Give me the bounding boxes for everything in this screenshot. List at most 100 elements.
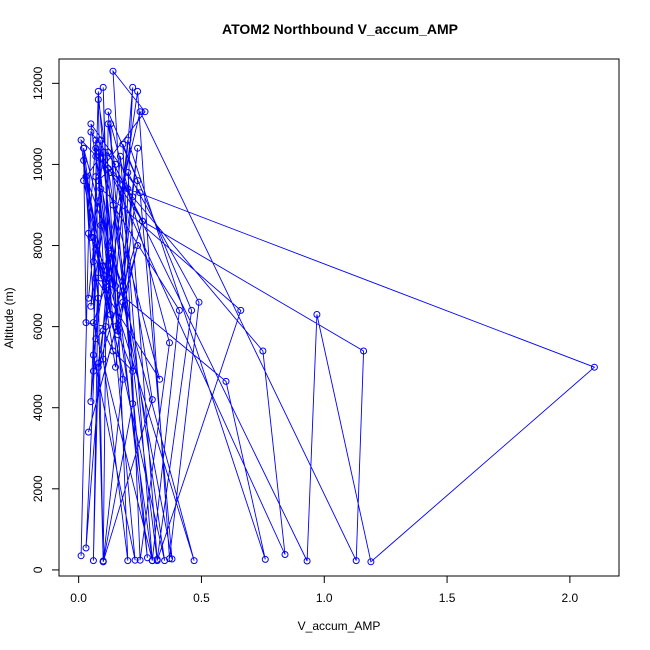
x-tick-label: 0.5 (193, 591, 210, 605)
data-point (97, 185, 105, 193)
x-axis-label: V_accum_AMP (298, 619, 381, 633)
data-point (82, 319, 90, 327)
data-point (87, 128, 95, 136)
data-point (261, 555, 269, 563)
x-tick-label: 1.0 (316, 591, 333, 605)
data-point (136, 108, 144, 116)
data-point (77, 136, 85, 144)
data-point (124, 185, 132, 193)
data-point (107, 120, 115, 128)
y-tick-label: 10000 (31, 147, 45, 181)
y-tick-label: 0 (31, 566, 45, 573)
data-point (104, 262, 112, 270)
data-point (112, 323, 119, 331)
data-point (188, 306, 196, 314)
data-point (94, 87, 102, 95)
x-tick-label: 2.0 (562, 591, 579, 605)
data-point (109, 347, 117, 355)
y-tick-label: 2000 (31, 475, 45, 502)
data-point (94, 197, 102, 205)
data-point (92, 136, 100, 144)
data-point (77, 552, 85, 560)
data-point (114, 331, 122, 339)
data-point (80, 156, 88, 164)
y-tick-label: 6000 (31, 313, 45, 340)
data-point (129, 193, 137, 201)
data-point (134, 177, 142, 185)
data-point (89, 367, 97, 375)
data-point (104, 286, 112, 294)
data-point (129, 83, 137, 91)
data-point (166, 339, 173, 347)
data-point (237, 306, 245, 314)
data-point (89, 351, 97, 359)
data-point (161, 557, 169, 565)
data-point (89, 233, 97, 241)
data-point (119, 181, 127, 189)
data-point (89, 557, 97, 565)
data-point (104, 148, 112, 156)
data-point (107, 311, 115, 318)
data-point (104, 165, 112, 172)
data-point (99, 327, 107, 335)
data-point (99, 83, 107, 91)
series-line (80, 69, 596, 563)
data-point (116, 152, 124, 160)
data-point (99, 262, 107, 270)
data-point (104, 120, 112, 128)
data-point (80, 177, 88, 185)
data-point (87, 398, 95, 406)
data-point (124, 136, 132, 144)
data-point (99, 558, 107, 566)
data-point (92, 173, 100, 181)
data-point (109, 67, 117, 75)
data-point (281, 551, 289, 558)
data-point (94, 148, 102, 156)
data-point (85, 294, 92, 302)
data-point (168, 555, 176, 563)
data-point (367, 558, 375, 566)
data-point (590, 363, 598, 371)
plot-frame (58, 58, 620, 577)
data-point (97, 136, 105, 144)
data-point (141, 108, 149, 116)
y-axis-label: Altitude (m) (2, 287, 16, 348)
data-point (139, 217, 146, 225)
data-point (119, 282, 127, 290)
data-point (119, 140, 127, 148)
data-point (89, 319, 97, 327)
data-point (92, 335, 100, 343)
data-point (259, 347, 267, 355)
data-point (143, 554, 151, 562)
data-point (99, 355, 107, 363)
data-point (97, 221, 105, 229)
data-point (99, 221, 107, 229)
data-point (134, 242, 142, 249)
data-point (109, 201, 117, 209)
data-point (124, 169, 132, 176)
data-point (119, 375, 127, 383)
data-point (92, 246, 100, 254)
data-point (112, 282, 119, 290)
data-point (104, 242, 112, 249)
data-point (92, 274, 100, 282)
data-point (129, 400, 137, 408)
data-point (89, 258, 97, 266)
data-point (104, 108, 112, 116)
data-point (85, 428, 92, 436)
data-point (303, 557, 311, 565)
data-point (87, 233, 95, 241)
data-point (136, 189, 144, 197)
data-point (222, 377, 230, 385)
data-point (112, 363, 119, 371)
data-point (360, 347, 368, 355)
series-group (77, 67, 598, 566)
data-point (107, 250, 115, 258)
data-point (134, 87, 142, 95)
data-point (131, 556, 139, 564)
data-point (94, 363, 102, 371)
data-point (99, 148, 107, 156)
x-tick-label: 1.5 (439, 591, 456, 605)
data-point (156, 375, 164, 383)
